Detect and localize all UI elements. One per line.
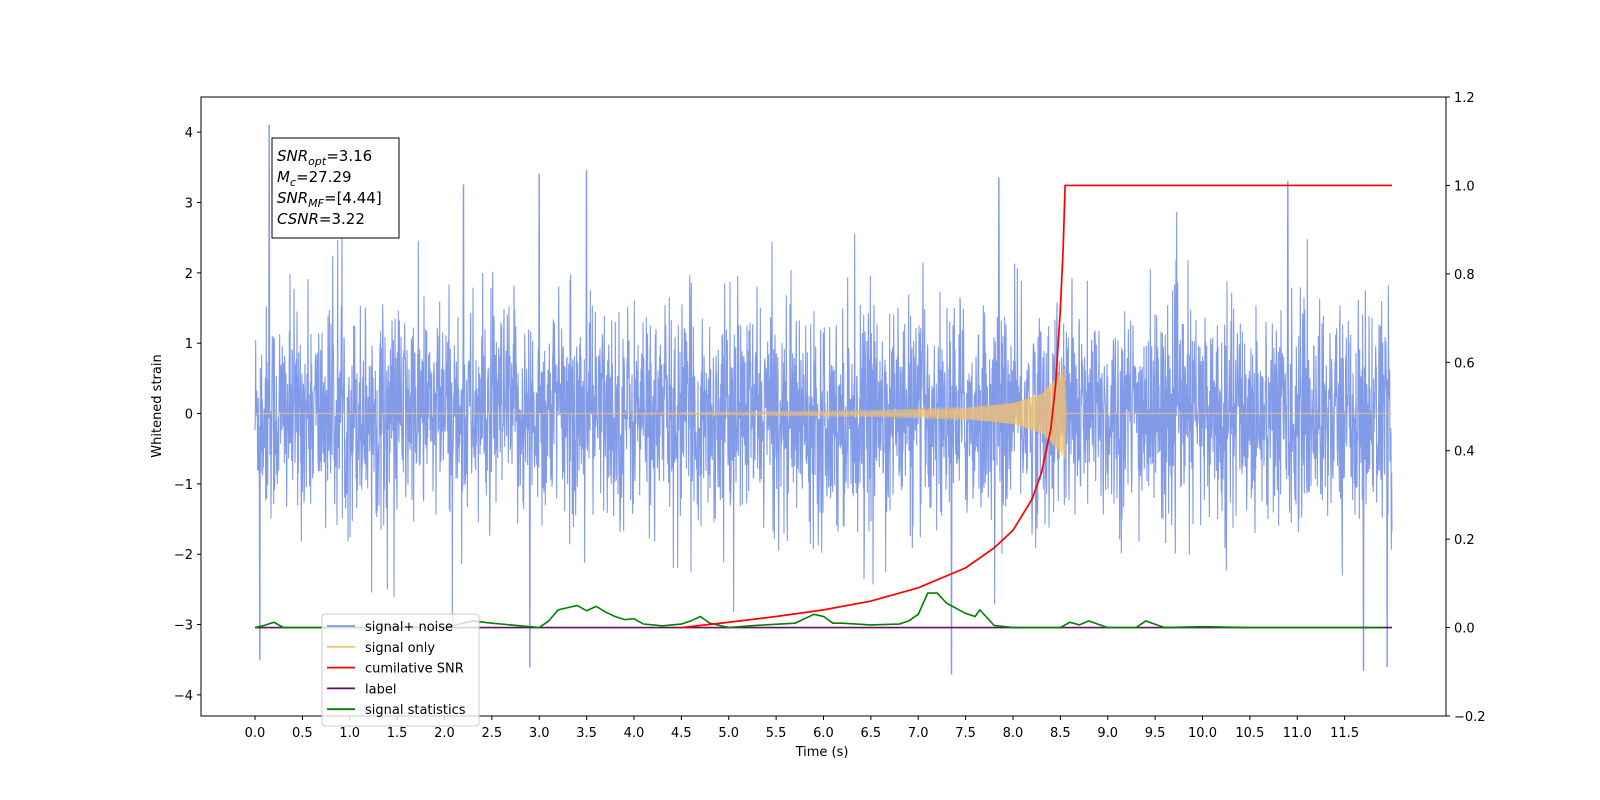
x-tick-label: 6.0 <box>813 726 834 741</box>
x-tick-label: 7.0 <box>908 726 929 741</box>
x-tick-label: 3.0 <box>529 726 550 741</box>
x-tick-label: 11.0 <box>1283 726 1312 741</box>
legend-label: signal+ noise <box>365 620 453 635</box>
y-tick-label: −4 <box>174 689 193 704</box>
x-tick-label: 2.0 <box>434 726 455 741</box>
y-tick-label: −3 <box>174 619 193 634</box>
legend-label: cumilative SNR <box>365 662 464 677</box>
annotation-line: SNRopt=3.16 <box>277 147 372 168</box>
legend-frame <box>321 613 480 727</box>
annotation-line: Mc=27.29 <box>277 168 352 189</box>
y-tick-label: 2 <box>185 267 193 282</box>
series-signal-statistics <box>254 592 1383 629</box>
x-tick-label: 2.5 <box>482 726 503 741</box>
legend-label: signal statistics <box>365 703 466 718</box>
x-tick-label: 1.5 <box>387 726 408 741</box>
annotation-line: SNRMF=[4.44] <box>277 189 382 210</box>
y2-tick-label: 1.2 <box>1454 91 1475 106</box>
y2-tick-label: 0.2 <box>1454 533 1475 548</box>
y-tick-label: 0 <box>185 408 193 423</box>
x-tick-label: 1.0 <box>339 726 360 741</box>
y-tick-label: 3 <box>185 197 193 212</box>
series-cumulative-snr <box>681 184 1392 629</box>
y-tick-label: −1 <box>174 478 193 493</box>
y2-tick-label: 0.4 <box>1454 445 1475 460</box>
x-tick-label: 8.5 <box>1050 726 1071 741</box>
series-signal-only <box>255 369 1392 460</box>
y-tick-label: 1 <box>185 337 193 352</box>
x-tick-label: 0.5 <box>292 726 313 741</box>
y-tick-label: −2 <box>174 548 193 563</box>
y2-tick-label: 1.0 <box>1454 179 1475 194</box>
x-axis-label: Time (s) <box>795 745 849 760</box>
x-tick-label: 9.0 <box>1097 726 1118 741</box>
y-axis-label: Whitened strain <box>150 354 165 457</box>
x-tick-label: 3.5 <box>576 726 597 741</box>
series-signal-noise <box>254 124 1393 675</box>
legend: signal+ noise signal only cumilative SNR la… <box>321 613 480 727</box>
y2-tick-label: 0.6 <box>1454 356 1475 371</box>
y2-tick-label: 0.0 <box>1454 622 1475 637</box>
series-layer <box>254 124 1393 675</box>
legend-label: label <box>365 682 396 697</box>
x-tick-label: 5.5 <box>766 726 787 741</box>
axes-layer: 0.0 0.5 1.0 1.5 2.0 2.5 3.0 3.5 4.0 4.5 5.0 5.5 6.0 6… <box>174 91 1486 741</box>
x-tick-label: 10.5 <box>1235 726 1264 741</box>
x-tick-label: 4.5 <box>671 726 692 741</box>
x-tick-label: 4.0 <box>624 726 645 741</box>
x-tick-label: 0.0 <box>245 726 266 741</box>
annotation-frame <box>271 137 400 239</box>
x-tick-label: 7.5 <box>955 726 976 741</box>
annotation-line: CSNR=3.22 <box>277 210 365 228</box>
x-tick-label: 9.5 <box>1145 726 1166 741</box>
x-tick-label: 6.5 <box>861 726 882 741</box>
y-tick-label: 4 <box>185 126 193 141</box>
x-tick-label: 5.0 <box>718 726 739 741</box>
y2-tick-label: 0.8 <box>1454 268 1475 283</box>
y2-tick-label: −0.2 <box>1454 710 1486 725</box>
x-tick-label: 10.0 <box>1188 726 1217 741</box>
legend-label: signal only <box>365 641 435 656</box>
x-tick-label: 11.5 <box>1330 726 1359 741</box>
x-tick-label: 8.0 <box>1003 726 1024 741</box>
